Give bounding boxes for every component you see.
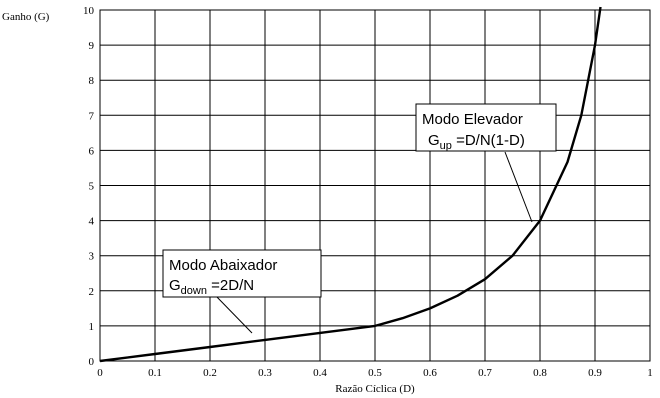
buck-annotation-leader bbox=[214, 294, 253, 334]
x-tick-label: 0.8 bbox=[533, 367, 547, 379]
buck-annotation-title: Modo Abaixador bbox=[169, 257, 277, 274]
y-tick-label: 6 bbox=[89, 145, 95, 157]
y-tick-labels: 0 1 2 3 4 5 6 7 8 9 10 bbox=[83, 5, 95, 368]
x-tick-label: 0.4 bbox=[313, 367, 327, 379]
x-tick-label: 1 bbox=[647, 367, 653, 379]
x-tick-label: 0.2 bbox=[203, 367, 217, 379]
y-tick-label: 9 bbox=[89, 40, 95, 52]
y-tick-label: 0 bbox=[89, 356, 95, 368]
y-tick-label: 7 bbox=[89, 110, 95, 122]
boost-annotation-title: Modo Elevador bbox=[422, 111, 523, 128]
y-axis-title: Ganho (G) bbox=[2, 11, 50, 23]
y-tick-label: 3 bbox=[89, 251, 95, 263]
buck-annotation-formula: Gdown =2D/N bbox=[169, 277, 254, 297]
x-tick-label: 0.5 bbox=[368, 367, 382, 379]
x-tick-label: 0.9 bbox=[588, 367, 602, 379]
boost-annotation-formula: Gup =D/N(1-D) bbox=[428, 132, 525, 152]
x-axis-title: Razão Cíclica (D) bbox=[335, 383, 415, 395]
y-tick-label: 8 bbox=[89, 75, 95, 87]
gain-curve bbox=[99, 6, 602, 363]
y-tick-label: 1 bbox=[89, 321, 95, 333]
x-tick-label: 0.6 bbox=[423, 367, 437, 379]
y-tick-label: 5 bbox=[89, 181, 95, 193]
y-tick-label: 4 bbox=[89, 216, 95, 228]
boost-annotation-leader bbox=[504, 151, 533, 223]
y-tick-label: 10 bbox=[83, 5, 95, 17]
x-tick-label: 0.1 bbox=[148, 367, 162, 379]
x-tick-label: 0.7 bbox=[478, 367, 492, 379]
x-tick-labels: 0 0.1 0.2 0.3 0.4 0.5 0.6 0.7 0.8 0.9 1 bbox=[97, 367, 653, 379]
x-tick-label: 0 bbox=[97, 367, 103, 379]
boost-annotation-box bbox=[415, 103, 557, 152]
y-tick-label: 2 bbox=[89, 286, 95, 298]
buck-annotation-box bbox=[162, 249, 322, 298]
x-tick-label: 0.3 bbox=[258, 367, 272, 379]
